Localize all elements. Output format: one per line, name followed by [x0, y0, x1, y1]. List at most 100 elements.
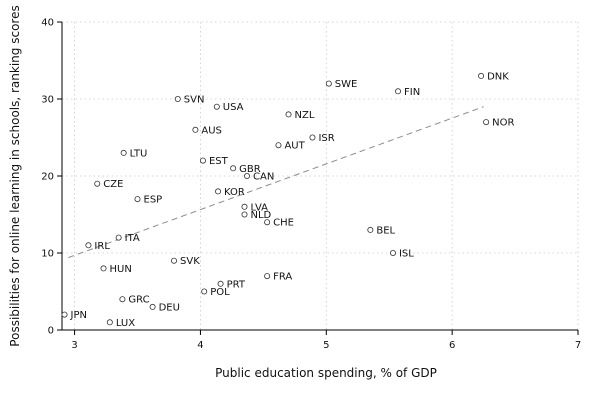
point-label: NZL: [295, 110, 315, 121]
point-marker: [119, 296, 126, 303]
point-label: JPN: [70, 310, 87, 321]
point-isl: ISL: [389, 249, 414, 260]
point-marker: [115, 234, 122, 241]
point-jpn: JPN: [61, 310, 87, 321]
y-tick-label-40: 40: [41, 18, 54, 29]
point-marker: [100, 265, 107, 272]
point-svk: SVK: [171, 256, 200, 267]
x-axis-title: Public education spending, % of GDP: [215, 366, 437, 380]
point-label: CAN: [253, 172, 274, 183]
point-label: CZE: [103, 179, 123, 190]
point-label: AUT: [284, 141, 305, 152]
point-aut: AUT: [275, 141, 306, 152]
point-marker: [483, 119, 490, 126]
point-label: ESP: [144, 195, 163, 206]
point-kor: KOR: [215, 187, 245, 198]
point-isr: ISR: [309, 133, 335, 144]
point-marker: [309, 134, 316, 141]
point-label: ITA: [125, 233, 140, 244]
point-ltu: LTU: [120, 148, 147, 159]
point-prt: PRT: [217, 279, 246, 290]
point-marker: [478, 72, 485, 79]
point-marker: [389, 249, 396, 256]
point-lux: LUX: [106, 318, 135, 329]
point-label: NOR: [492, 118, 514, 129]
trend-line: [68, 106, 484, 259]
data-points: JPN IRL CZE HUN LUX ITA GRC LTU ESP DEU SVK SVN AUS P…: [61, 71, 514, 329]
point-marker: [244, 172, 251, 179]
point-marker: [241, 203, 248, 210]
y-axis-title: Possibilities for online learning in sch…: [8, 5, 22, 346]
point-label: GRC: [128, 295, 149, 306]
point-marker: [134, 196, 141, 203]
point-fin: FIN: [395, 87, 420, 98]
point-swe: SWE: [325, 79, 358, 90]
point-marker: [217, 280, 224, 287]
point-marker: [241, 211, 248, 218]
point-che: CHE: [264, 218, 294, 229]
point-label: LUX: [116, 318, 135, 329]
point-hun: HUN: [100, 264, 132, 275]
x-tick-label-3: 3: [71, 340, 77, 351]
point-label: SVK: [180, 256, 200, 267]
point-cze: CZE: [94, 179, 123, 190]
point-marker: [61, 311, 68, 318]
point-marker: [264, 273, 271, 280]
point-marker: [192, 126, 199, 133]
point-label: EST: [209, 156, 229, 167]
point-marker: [201, 288, 208, 295]
point-nor: NOR: [483, 118, 514, 129]
y-ticks: 0 10 20 30 40: [41, 18, 62, 337]
point-marker: [325, 80, 332, 87]
point-marker: [171, 257, 178, 264]
point-label: SWE: [335, 79, 358, 90]
point-nld: NLD: [241, 210, 272, 221]
point-marker: [106, 319, 113, 326]
point-dnk: DNK: [478, 71, 509, 82]
point-can: CAN: [244, 172, 274, 183]
point-marker: [199, 157, 206, 164]
y-tick-label-20: 20: [41, 172, 54, 183]
point-aus: AUS: [192, 125, 222, 136]
point-fra: FRA: [264, 272, 292, 283]
point-bel: BEL: [367, 225, 396, 236]
point-svn: SVN: [174, 95, 204, 106]
point-marker: [367, 226, 374, 233]
point-label: ISR: [318, 133, 334, 144]
point-label: USA: [223, 102, 244, 113]
y-tick-label-30: 30: [41, 95, 54, 106]
point-marker: [174, 96, 181, 103]
x-tick-label-7: 7: [575, 340, 581, 351]
point-deu: DEU: [149, 302, 180, 313]
point-label: KOR: [224, 187, 245, 198]
point-label: DEU: [159, 302, 180, 313]
point-label: FIN: [404, 87, 420, 98]
point-label: GBR: [239, 164, 261, 175]
point-label: ISL: [399, 249, 414, 260]
y-tick-label-0: 0: [48, 326, 54, 337]
point-label: LVA: [250, 202, 268, 213]
point-label: POL: [210, 287, 230, 298]
point-ita: ITA: [115, 233, 140, 244]
point-esp: ESP: [134, 195, 163, 206]
point-marker: [120, 149, 127, 156]
point-grc: GRC: [119, 295, 150, 306]
point-label: BEL: [376, 225, 395, 236]
x-tick-label-5: 5: [323, 340, 329, 351]
point-marker: [215, 188, 222, 195]
grid-lines: [62, 21, 579, 331]
point-marker: [395, 88, 402, 95]
point-marker: [149, 303, 156, 310]
y-tick-label-10: 10: [41, 249, 54, 260]
point-lva: LVA: [241, 202, 268, 213]
point-gbr: GBR: [230, 164, 261, 175]
point-marker: [230, 165, 237, 172]
point-irl: IRL: [85, 241, 110, 252]
point-usa: USA: [213, 102, 244, 113]
point-label: IRL: [94, 241, 110, 252]
point-marker: [264, 219, 271, 226]
point-marker: [213, 103, 220, 110]
x-tick-label-6: 6: [449, 340, 455, 351]
point-est: EST: [199, 156, 229, 167]
